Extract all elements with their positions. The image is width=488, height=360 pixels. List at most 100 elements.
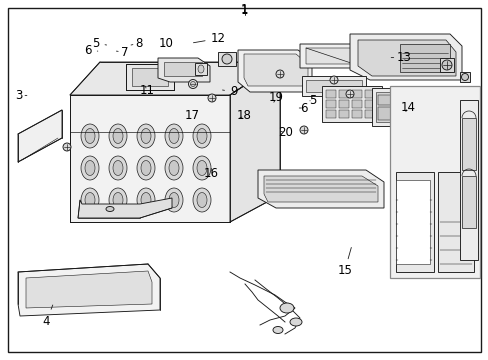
Text: 20: 20 bbox=[277, 126, 292, 139]
Polygon shape bbox=[439, 104, 447, 112]
Text: 5: 5 bbox=[92, 37, 106, 50]
Ellipse shape bbox=[299, 126, 307, 134]
Polygon shape bbox=[18, 110, 62, 162]
Ellipse shape bbox=[197, 193, 206, 207]
Ellipse shape bbox=[169, 161, 179, 176]
Bar bbox=[364, 90, 374, 98]
Ellipse shape bbox=[427, 98, 435, 106]
Text: 1: 1 bbox=[240, 4, 248, 17]
Ellipse shape bbox=[141, 129, 151, 144]
Polygon shape bbox=[244, 54, 307, 86]
Ellipse shape bbox=[109, 188, 127, 212]
Polygon shape bbox=[299, 44, 373, 68]
Ellipse shape bbox=[137, 188, 155, 212]
Bar bbox=[338, 90, 348, 98]
Ellipse shape bbox=[207, 94, 216, 102]
Bar bbox=[459, 72, 469, 82]
Text: 14: 14 bbox=[400, 101, 414, 114]
Ellipse shape bbox=[198, 65, 203, 73]
Bar bbox=[439, 58, 453, 72]
Bar bbox=[389, 86, 479, 278]
Text: 11: 11 bbox=[139, 84, 154, 97]
Bar bbox=[437, 172, 473, 272]
Polygon shape bbox=[302, 76, 365, 96]
Bar bbox=[351, 90, 361, 98]
Ellipse shape bbox=[106, 207, 114, 212]
Ellipse shape bbox=[164, 124, 183, 148]
Polygon shape bbox=[229, 62, 280, 222]
Ellipse shape bbox=[280, 303, 293, 313]
Polygon shape bbox=[218, 52, 236, 66]
Ellipse shape bbox=[346, 90, 353, 98]
Ellipse shape bbox=[109, 156, 127, 180]
Ellipse shape bbox=[85, 193, 95, 207]
Bar bbox=[395, 172, 433, 272]
Polygon shape bbox=[305, 80, 361, 92]
Text: 15: 15 bbox=[337, 247, 351, 277]
Bar bbox=[364, 110, 374, 118]
Ellipse shape bbox=[275, 70, 284, 78]
Bar bbox=[461, 118, 475, 170]
Text: 12: 12 bbox=[193, 32, 225, 45]
Bar bbox=[325, 100, 335, 108]
Bar bbox=[377, 107, 395, 120]
Bar bbox=[321, 86, 381, 122]
Ellipse shape bbox=[81, 156, 99, 180]
Text: 5: 5 bbox=[308, 94, 316, 107]
Bar bbox=[351, 100, 361, 108]
Bar bbox=[377, 95, 395, 105]
Bar bbox=[395, 180, 429, 264]
Ellipse shape bbox=[137, 124, 155, 148]
Bar bbox=[399, 44, 449, 72]
Text: 10: 10 bbox=[159, 37, 173, 50]
Ellipse shape bbox=[63, 143, 71, 151]
Bar bbox=[325, 90, 335, 98]
Bar bbox=[397, 95, 415, 105]
Bar bbox=[163, 62, 202, 76]
Ellipse shape bbox=[164, 188, 183, 212]
Ellipse shape bbox=[169, 129, 179, 144]
Ellipse shape bbox=[137, 156, 155, 180]
Ellipse shape bbox=[141, 193, 151, 207]
Polygon shape bbox=[26, 271, 152, 308]
Text: 6: 6 bbox=[84, 44, 98, 57]
Ellipse shape bbox=[193, 124, 210, 148]
Text: 1: 1 bbox=[240, 3, 248, 15]
Text: 16: 16 bbox=[203, 167, 218, 180]
Ellipse shape bbox=[85, 129, 95, 144]
Polygon shape bbox=[78, 198, 172, 218]
Ellipse shape bbox=[289, 318, 302, 326]
Text: 17: 17 bbox=[184, 109, 199, 122]
Bar bbox=[433, 138, 467, 164]
Ellipse shape bbox=[222, 54, 231, 64]
Ellipse shape bbox=[441, 60, 451, 70]
Ellipse shape bbox=[193, 156, 210, 180]
Ellipse shape bbox=[193, 188, 210, 212]
Polygon shape bbox=[70, 95, 229, 222]
Bar bbox=[459, 100, 477, 260]
Ellipse shape bbox=[113, 161, 123, 176]
Polygon shape bbox=[349, 34, 461, 80]
Ellipse shape bbox=[461, 73, 468, 81]
Ellipse shape bbox=[272, 327, 283, 333]
Ellipse shape bbox=[85, 161, 95, 176]
Ellipse shape bbox=[190, 81, 195, 86]
Polygon shape bbox=[70, 62, 280, 95]
Bar bbox=[325, 110, 335, 118]
Bar bbox=[338, 110, 348, 118]
Text: 3: 3 bbox=[15, 89, 27, 102]
Bar bbox=[371, 88, 423, 126]
Ellipse shape bbox=[164, 156, 183, 180]
Ellipse shape bbox=[113, 193, 123, 207]
Polygon shape bbox=[258, 170, 383, 208]
Text: 8: 8 bbox=[131, 37, 143, 50]
Bar bbox=[351, 110, 361, 118]
Polygon shape bbox=[158, 58, 209, 82]
Text: 9: 9 bbox=[222, 85, 237, 98]
Text: 4: 4 bbox=[42, 305, 53, 328]
Ellipse shape bbox=[113, 129, 123, 144]
Ellipse shape bbox=[197, 161, 206, 176]
Ellipse shape bbox=[81, 124, 99, 148]
Text: 7: 7 bbox=[116, 46, 128, 59]
Ellipse shape bbox=[424, 95, 438, 109]
